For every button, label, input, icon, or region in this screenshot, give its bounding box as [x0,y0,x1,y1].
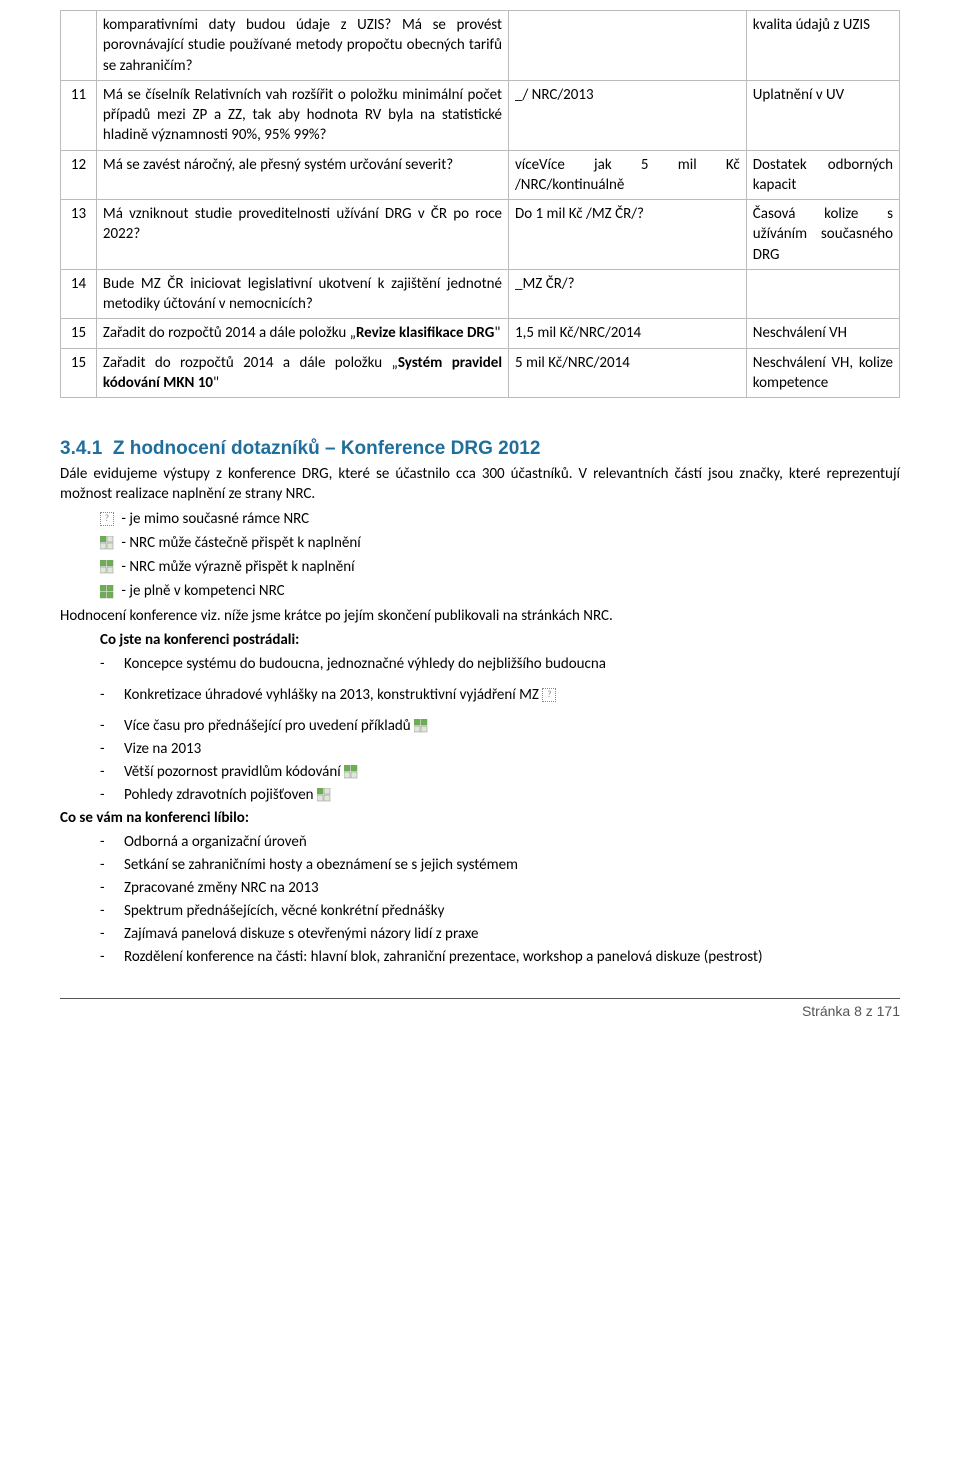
list-item: Větší pozornost pravidlům kódování [60,762,900,783]
list-item: Odborná a organizační úroveň [60,832,900,853]
legend-item: ? - je mimo současné rámce NRC [60,509,900,529]
row-risk [746,269,899,319]
row-desc: Bude MZ ČR iniciovat legislativní ukotve… [96,269,508,319]
progress-icon [344,765,358,779]
row-mid: Do 1 mil Kč /MZ ČR/? [509,200,747,270]
row-desc: Zařadit do rozpočtů 2014 a dále položku … [96,319,508,348]
row-risk: Dostatek odborných kapacit [746,150,899,200]
unknown-icon: ? [542,688,556,702]
table-row: 15Zařadit do rozpočtů 2014 a dále položk… [61,348,900,398]
progress-icon [100,536,114,550]
list-item: Více času pro přednášející pro uvedení p… [60,716,900,737]
list-item: Rozdělení konference na části: hlavní bl… [60,947,900,968]
row-num: 14 [61,269,97,319]
list-item: Zpracované změny NRC na 2013 [60,878,900,899]
row-mid: _/ NRC/2013 [509,80,747,150]
list-item: Pohledy zdravotních pojišťoven [60,785,900,806]
progress-icon [414,719,428,733]
progress-icon [100,560,114,574]
section-intro: Dále evidujeme výstupy z konference DRG,… [60,464,900,505]
row-risk: Uplatnění v UV [746,80,899,150]
liked-heading: Co se vám na konferenci líbilo: [60,808,900,828]
row-risk: kvalita údajů z UZIS [746,11,899,81]
row-num [61,11,97,81]
progress-icon [100,585,114,599]
missed-heading: Co jste na konferenci postrádali: [60,630,900,650]
row-desc: Má se zavést náročný, ale přesný systém … [96,150,508,200]
table-row: 13Má vzniknout studie proveditelnosti už… [61,200,900,270]
row-desc: Zařadit do rozpočtů 2014 a dále položku … [96,348,508,398]
row-risk: Časová kolize s užíváním současného DRG [746,200,899,270]
row-mid [509,11,747,81]
row-num: 13 [61,200,97,270]
list-item: Zajímavá panelová diskuze s otevřenými n… [60,924,900,945]
row-desc: Má se číselník Relativních vah rozšířit … [96,80,508,150]
table-row: komparativními daty budou údaje z UZIS? … [61,11,900,81]
section-title: Z hodnocení dotazníků – Konference DRG 2… [113,438,541,459]
row-desc: Má vzniknout studie proveditelnosti užív… [96,200,508,270]
legend-item: - je plně v kompetenci NRC [60,581,900,601]
row-num: 11 [61,80,97,150]
list-item: Setkání se zahraničními hosty a obeznáme… [60,855,900,876]
list-item: Koncepce systému do budoucna, jednoznačn… [60,654,900,675]
table-row: 15Zařadit do rozpočtů 2014 a dále položk… [61,319,900,348]
risk-table: komparativními daty budou údaje z UZIS? … [60,10,900,398]
row-mid: 1,5 mil Kč/NRC/2014 [509,319,747,348]
list-item: Spektrum přednášejících, věcné konkrétní… [60,901,900,922]
legend-item: - NRC může výrazně přispět k naplnění [60,557,900,577]
table-row: 14Bude MZ ČR iniciovat legislativní ukot… [61,269,900,319]
table-row: 11Má se číselník Relativních vah rozšíři… [61,80,900,150]
legend-item: - NRC může částečně přispět k naplnění [60,533,900,553]
row-mid: _MZ ČR/? [509,269,747,319]
section-number: 3.4.1 [60,438,102,459]
list-item: Vize na 2013 [60,739,900,760]
page-footer: Stránka 8 z 171 [60,998,900,1019]
row-mid: víceVíce jak 5 mil Kč /NRC/kontinuálně [509,150,747,200]
row-risk: Neschválení VH, kolize kompetence [746,348,899,398]
row-num: 12 [61,150,97,200]
row-risk: Neschválení VH [746,319,899,348]
hodnoceni-line: Hodnocení konference viz. níže jsme krát… [60,606,900,626]
row-num: 15 [61,319,97,348]
row-desc: komparativními daty budou údaje z UZIS? … [96,11,508,81]
unknown-icon: ? [100,512,114,526]
row-mid: 5 mil Kč/NRC/2014 [509,348,747,398]
section-heading: 3.4.1 Z hodnocení dotazníků – Konference… [60,438,900,460]
progress-icon [317,788,331,802]
list-item: Konkretizace úhradové vyhlášky na 2013, … [60,685,900,706]
row-num: 15 [61,348,97,398]
table-row: 12Má se zavést náročný, ale přesný systé… [61,150,900,200]
